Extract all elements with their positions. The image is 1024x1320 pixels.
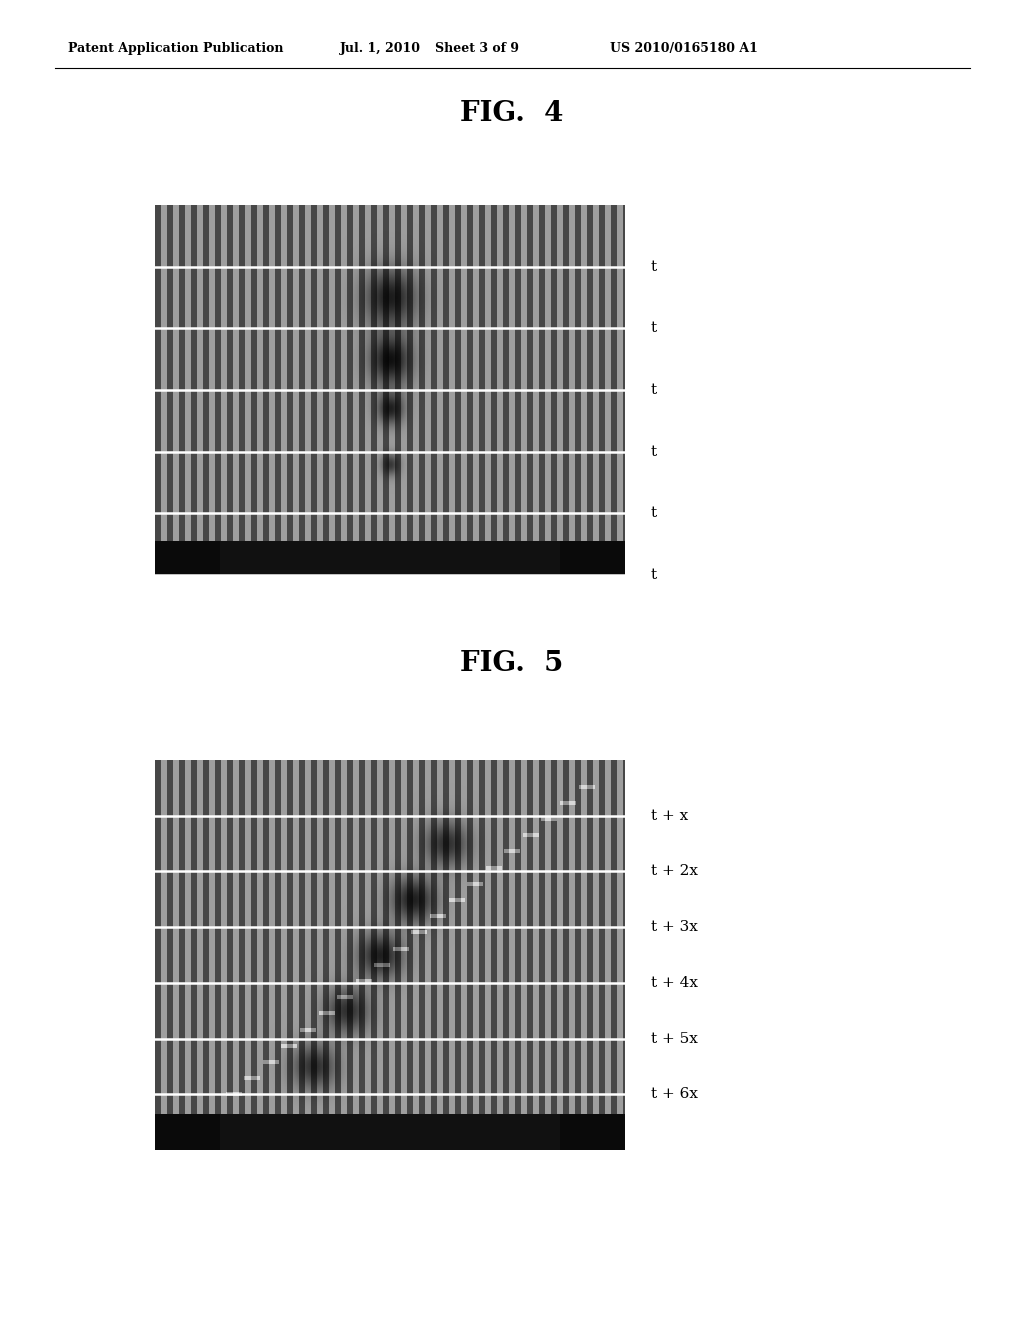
Text: FIG.  5: FIG. 5 — [461, 649, 563, 677]
Text: Patent Application Publication: Patent Application Publication — [68, 42, 284, 55]
Text: t: t — [651, 383, 657, 397]
Text: Sheet 3 of 9: Sheet 3 of 9 — [435, 42, 519, 55]
Text: US 2010/0165180 A1: US 2010/0165180 A1 — [610, 42, 758, 55]
Text: t + 2x: t + 2x — [651, 865, 698, 878]
Text: t + 3x: t + 3x — [651, 920, 698, 935]
Text: t + x: t + x — [651, 809, 688, 822]
Text: t: t — [651, 260, 657, 273]
Text: t: t — [651, 445, 657, 458]
Text: t: t — [651, 507, 657, 520]
Text: FIG.  4: FIG. 4 — [461, 100, 563, 127]
Text: t + 4x: t + 4x — [651, 975, 698, 990]
Text: t: t — [160, 772, 165, 781]
Text: Jul. 1, 2010: Jul. 1, 2010 — [340, 42, 421, 55]
Text: t: t — [651, 568, 657, 582]
Text: t: t — [651, 321, 657, 335]
Text: t + 5x: t + 5x — [651, 1031, 698, 1045]
Text: t + 6x: t + 6x — [651, 1088, 698, 1101]
